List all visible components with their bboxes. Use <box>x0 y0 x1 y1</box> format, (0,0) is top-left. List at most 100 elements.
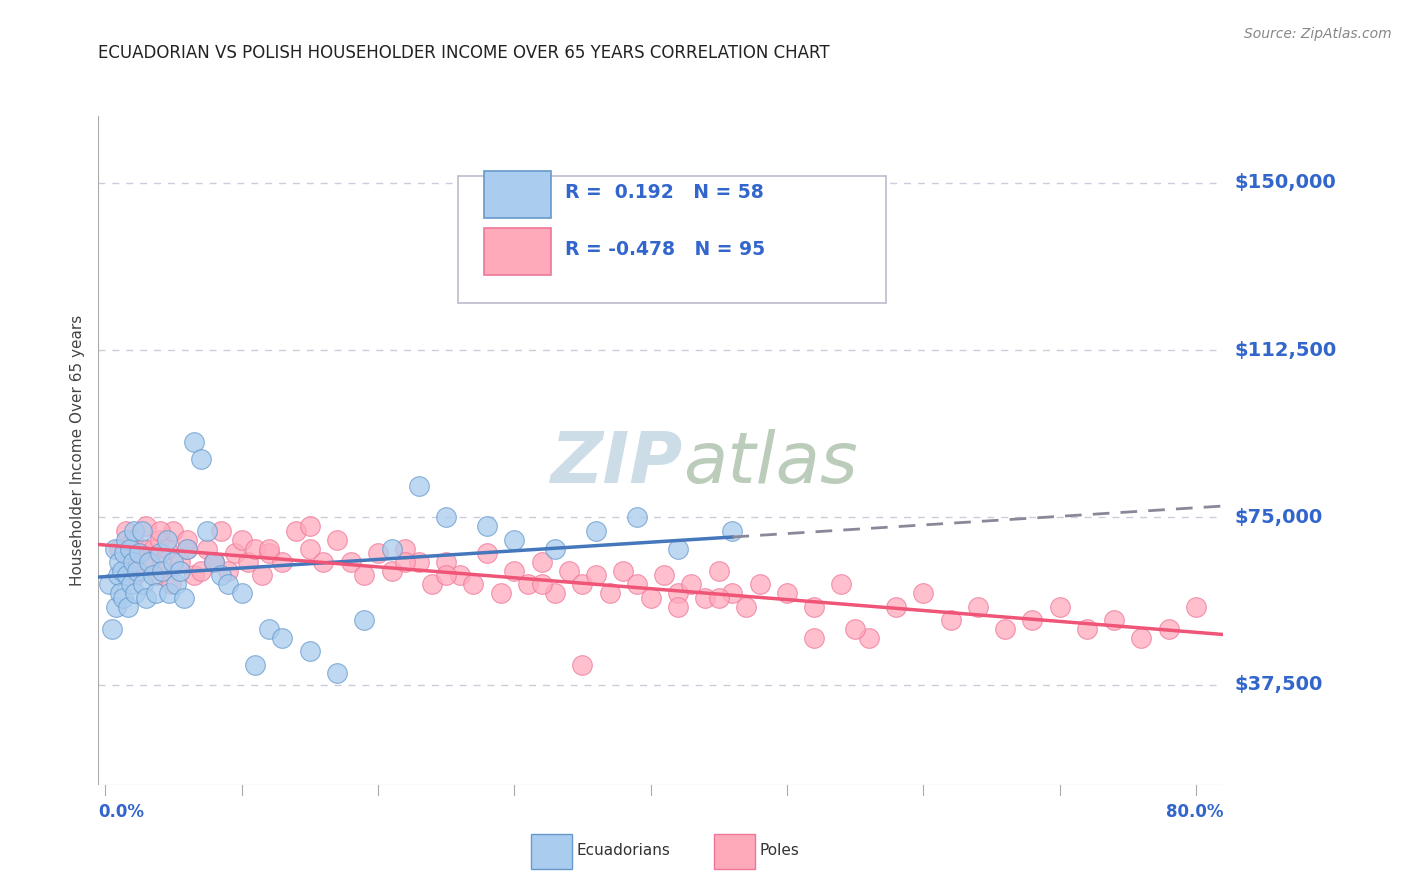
Point <box>245 541 267 556</box>
Point <box>114 533 136 547</box>
Point <box>115 568 138 582</box>
Point <box>132 577 155 591</box>
Point <box>138 555 160 569</box>
Point <box>271 555 294 569</box>
Point <box>912 586 935 600</box>
Point <box>124 568 146 582</box>
Point <box>121 555 143 569</box>
Point <box>132 541 155 556</box>
Point <box>748 577 770 591</box>
Point <box>571 577 593 591</box>
Text: R =  0.192   N = 58: R = 0.192 N = 58 <box>565 184 763 202</box>
Text: $75,000: $75,000 <box>1234 508 1323 527</box>
Point <box>626 510 648 524</box>
Text: 0.0%: 0.0% <box>98 803 145 821</box>
Point <box>434 555 457 569</box>
Point <box>721 524 744 538</box>
Point <box>858 631 880 645</box>
Point <box>681 577 703 591</box>
Point <box>475 519 498 533</box>
Text: $37,500: $37,500 <box>1234 675 1323 694</box>
Point <box>844 622 866 636</box>
Point <box>162 524 184 538</box>
Point <box>516 577 538 591</box>
Point <box>238 555 260 569</box>
Point <box>707 591 730 605</box>
Point <box>1157 622 1180 636</box>
Point <box>209 568 232 582</box>
Point <box>176 533 198 547</box>
Point <box>155 533 177 547</box>
Point <box>544 586 567 600</box>
Point <box>183 434 205 449</box>
Point <box>735 599 758 614</box>
Point <box>135 591 157 605</box>
Point <box>98 577 121 591</box>
Text: Source: ZipAtlas.com: Source: ZipAtlas.com <box>1244 27 1392 41</box>
Text: atlas: atlas <box>683 429 858 499</box>
Point <box>139 555 162 569</box>
Point <box>169 564 191 578</box>
Point <box>380 564 402 578</box>
Point <box>125 564 148 578</box>
Point <box>298 644 321 658</box>
Point <box>884 599 907 614</box>
Point <box>271 631 294 645</box>
Point <box>108 541 131 556</box>
Point <box>197 541 219 556</box>
Point <box>367 546 389 560</box>
Point <box>285 524 308 538</box>
Point <box>489 586 512 600</box>
FancyBboxPatch shape <box>484 171 551 218</box>
Point <box>434 568 457 582</box>
Point <box>165 577 187 591</box>
Point <box>169 555 191 569</box>
Point <box>666 599 689 614</box>
Point <box>124 586 146 600</box>
Point <box>503 564 526 578</box>
Point <box>652 568 675 582</box>
Point <box>380 541 402 556</box>
Point <box>149 524 172 538</box>
Point <box>626 577 648 591</box>
Point <box>128 546 150 560</box>
Point <box>117 599 139 614</box>
Point <box>176 541 198 556</box>
FancyBboxPatch shape <box>458 177 886 303</box>
Point <box>1049 599 1071 614</box>
Point <box>776 586 799 600</box>
Point <box>585 568 607 582</box>
Point <box>145 586 167 600</box>
Point <box>190 564 212 578</box>
Point <box>257 541 280 556</box>
Point <box>142 541 165 556</box>
Point <box>257 622 280 636</box>
Point <box>245 657 267 672</box>
Text: ECUADORIAN VS POLISH HOUSEHOLDER INCOME OVER 65 YEARS CORRELATION CHART: ECUADORIAN VS POLISH HOUSEHOLDER INCOME … <box>98 45 830 62</box>
Point <box>190 452 212 467</box>
Point <box>1021 613 1043 627</box>
Point <box>176 541 198 556</box>
Text: Ecuadorians: Ecuadorians <box>576 844 671 858</box>
Point <box>830 577 852 591</box>
Point <box>666 586 689 600</box>
Point <box>120 577 142 591</box>
Point <box>217 564 239 578</box>
Point <box>155 541 177 556</box>
Point <box>217 577 239 591</box>
Point <box>142 568 165 582</box>
Point <box>707 564 730 578</box>
Point <box>173 591 195 605</box>
Point <box>544 541 567 556</box>
Text: $112,500: $112,500 <box>1234 341 1336 359</box>
Point <box>571 657 593 672</box>
Point <box>101 622 124 636</box>
Point <box>326 666 349 681</box>
Point <box>111 591 134 605</box>
Point <box>353 568 375 582</box>
Text: R = -0.478   N = 95: R = -0.478 N = 95 <box>565 240 765 260</box>
Point <box>110 564 132 578</box>
Point <box>114 524 136 538</box>
Point <box>558 564 581 578</box>
Point <box>121 533 143 547</box>
